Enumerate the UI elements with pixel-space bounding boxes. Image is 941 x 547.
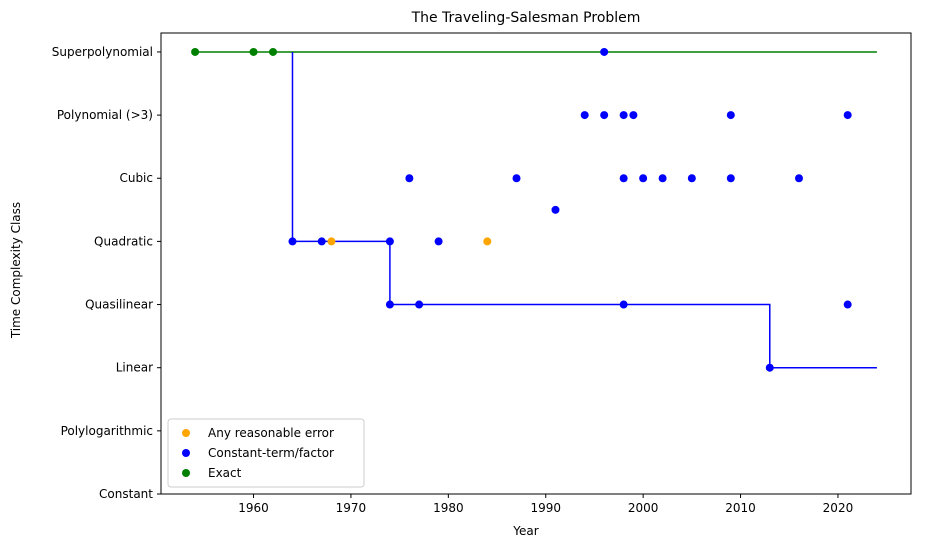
point-series1-4 [434, 237, 443, 246]
x-tick-label: 1980 [433, 501, 464, 515]
point-series1-20 [619, 111, 628, 120]
x-tick-label: 2020 [823, 501, 854, 515]
point-series1-19 [600, 111, 609, 120]
point-series1-10 [512, 174, 521, 183]
point-series1-16 [794, 174, 803, 183]
legend-box [167, 418, 365, 488]
point-series1-24 [765, 363, 774, 372]
point-series1-21 [629, 111, 638, 120]
legend-marker [182, 469, 190, 477]
point-series1-15 [726, 174, 735, 183]
point-series1-9 [405, 174, 414, 183]
legend: Any reasonable error Constant-term/factor… [167, 418, 365, 488]
y-axis: Constant Polylogarithmic Linear Quasilinear… [52, 45, 161, 501]
point-series1-22 [726, 111, 735, 120]
legend-entry: Constant-term/factor [208, 446, 334, 460]
point-series1-8 [843, 300, 852, 309]
point-series1-1 [288, 237, 297, 246]
point-series1-2 [317, 237, 326, 246]
point-series0-1 [483, 237, 492, 246]
point-series0-0 [327, 237, 336, 246]
data-points [191, 47, 852, 372]
point-series1-18 [580, 111, 589, 120]
point-series1-3 [385, 237, 394, 246]
point-series1-12 [639, 174, 648, 183]
y-tick-label: Quadratic [94, 234, 153, 248]
x-tick-label: 1970 [336, 501, 367, 515]
legend-entry: Any reasonable error [208, 426, 334, 440]
y-tick-label: Cubic [119, 171, 153, 185]
point-series2-1 [249, 47, 258, 56]
y-axis-title: Time Complexity Class [9, 202, 23, 339]
point-series2-0 [191, 47, 200, 56]
point-series2-2 [269, 47, 278, 56]
plot-area-frame [160, 32, 912, 495]
point-series1-11 [619, 174, 628, 183]
chart-title: The Traveling-Salesman Problem [411, 10, 641, 26]
y-tick-label: Superpolynomial [52, 45, 153, 59]
point-series1-23 [843, 111, 852, 120]
x-axis: 1960 1970 1980 1990 2000 2010 2020 [238, 494, 853, 515]
legend-entry: Exact [208, 466, 242, 480]
point-series1-5 [385, 300, 394, 309]
x-tick-label: 2000 [628, 501, 659, 515]
series-lines [195, 51, 877, 369]
legend-marker [182, 449, 190, 457]
y-tick-label: Constant [99, 487, 153, 501]
x-axis-title: Year [512, 524, 538, 538]
point-series1-6 [415, 300, 424, 309]
y-tick-label: Linear [116, 361, 153, 375]
x-tick-label: 2010 [725, 501, 756, 515]
step-line-1 [291, 51, 877, 369]
y-tick-label: Quasilinear [85, 298, 153, 312]
point-series1-17 [551, 205, 560, 214]
point-series1-14 [687, 174, 696, 183]
legend-marker [182, 429, 190, 437]
point-series1-13 [658, 174, 667, 183]
x-tick-label: 1960 [238, 501, 269, 515]
y-tick-label: Polylogarithmic [61, 424, 153, 438]
point-series1-7 [619, 300, 628, 309]
point-series1-0 [600, 47, 609, 56]
y-tick-label: Polynomial (>3) [57, 108, 153, 122]
x-tick-label: 1990 [530, 501, 561, 515]
